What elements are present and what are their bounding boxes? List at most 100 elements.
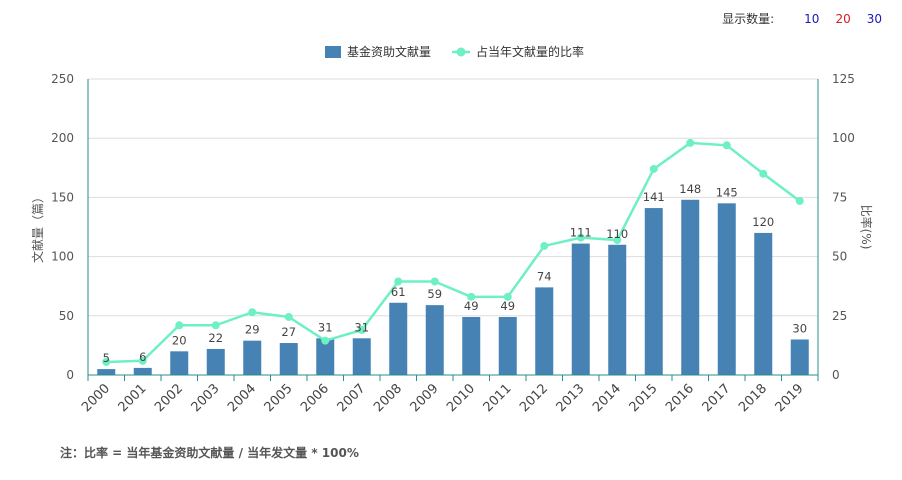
bar bbox=[133, 367, 152, 375]
display-count-controls: 显示数量: 10 20 30 bbox=[722, 10, 882, 27]
y2-tick-label: 125 bbox=[832, 72, 855, 86]
x-tick-label: 2019 bbox=[773, 381, 807, 415]
bar bbox=[389, 302, 408, 375]
bar-data-label: 145 bbox=[716, 185, 738, 199]
bar-data-label: 22 bbox=[208, 331, 223, 345]
ratio-point bbox=[138, 356, 147, 365]
legend-swatch-point bbox=[456, 47, 466, 57]
ratio-point bbox=[357, 326, 366, 335]
bar-data-label: 31 bbox=[318, 320, 333, 334]
bar-data-label: 111 bbox=[570, 226, 592, 240]
bar-data-label: 27 bbox=[281, 325, 296, 339]
y-tick-label: 0 bbox=[66, 368, 74, 382]
ratio-point bbox=[430, 277, 439, 286]
ratio-point bbox=[175, 321, 184, 330]
ratio-point bbox=[211, 321, 220, 330]
x-tick-label: 2008 bbox=[371, 381, 405, 415]
bar bbox=[498, 316, 517, 375]
ratio-point bbox=[576, 233, 585, 242]
x-tick-label: 2016 bbox=[663, 381, 697, 415]
ratio-point bbox=[321, 336, 330, 345]
y2-tick-label: 100 bbox=[832, 131, 855, 145]
bar bbox=[170, 351, 189, 375]
bar-data-label: 141 bbox=[643, 190, 665, 204]
y2-tick-label: 50 bbox=[832, 250, 847, 264]
x-tick-label: 2009 bbox=[408, 381, 442, 415]
display-count-label: 显示数量: bbox=[722, 12, 775, 26]
legend-swatch-bar bbox=[325, 46, 341, 58]
y-tick-label: 100 bbox=[51, 250, 74, 264]
bar-data-label: 148 bbox=[679, 182, 701, 196]
bar-data-label: 29 bbox=[245, 323, 260, 337]
bar bbox=[754, 232, 773, 375]
x-tick-label: 2005 bbox=[262, 381, 296, 415]
display-count-option-20[interactable]: 20 bbox=[835, 11, 851, 26]
x-tick-label: 2001 bbox=[116, 381, 150, 415]
bar-data-label: 30 bbox=[792, 321, 807, 335]
ratio-point bbox=[649, 164, 658, 173]
ratio-point bbox=[540, 241, 549, 250]
ratio-point bbox=[248, 308, 257, 317]
ratio-line bbox=[106, 141, 801, 364]
chart-legend: 基金资助文献量 占当年文献量的比率 bbox=[325, 44, 584, 59]
bar-data-label: 49 bbox=[464, 299, 479, 313]
legend-label-bar: 基金资助文献量 bbox=[347, 44, 431, 59]
bar bbox=[717, 203, 736, 375]
x-tick-label: 2004 bbox=[225, 381, 259, 415]
bar-series bbox=[97, 199, 809, 375]
y2-tick-label: 0 bbox=[832, 368, 840, 382]
bar-data-label: 59 bbox=[427, 287, 442, 301]
bar bbox=[316, 338, 335, 375]
ratio-point bbox=[503, 292, 512, 301]
x-tick-label: 2006 bbox=[298, 381, 332, 415]
x-tick-label: 2018 bbox=[736, 381, 770, 415]
bar-data-label: 6 bbox=[139, 350, 146, 364]
ratio-point bbox=[759, 169, 768, 178]
ratio-point bbox=[102, 357, 111, 366]
bar bbox=[206, 348, 225, 375]
bar-data-label: 49 bbox=[500, 299, 515, 313]
x-tick-label: 2013 bbox=[554, 381, 588, 415]
bar bbox=[790, 339, 809, 375]
x-tick-label: 2000 bbox=[79, 381, 113, 415]
footnote: 注：比率 = 当年基金资助文献量 / 当年发文量 * 100% bbox=[60, 446, 359, 460]
ratio-point bbox=[795, 196, 804, 205]
ratio-point bbox=[613, 236, 622, 245]
ratio-point bbox=[394, 277, 403, 286]
x-tick-label: 2010 bbox=[444, 381, 478, 415]
ratio-point bbox=[467, 292, 476, 301]
x-tick-label: 2017 bbox=[700, 381, 734, 415]
ratio-point bbox=[686, 138, 695, 147]
bar bbox=[535, 287, 554, 375]
bar bbox=[681, 199, 700, 375]
bar-data-label: 74 bbox=[537, 269, 552, 283]
display-count-option-10[interactable]: 10 bbox=[804, 11, 820, 26]
display-count-option-30[interactable]: 30 bbox=[866, 11, 882, 26]
combo-chart: 基金资助文献量 占当年文献量的比率 0 50 100 150 200 250 0 25 50 75 1… bbox=[30, 44, 874, 415]
x-tick-label: 2015 bbox=[627, 381, 661, 415]
bar bbox=[352, 338, 371, 375]
bar bbox=[243, 340, 262, 375]
line-series bbox=[102, 138, 804, 366]
y-tick-label: 50 bbox=[59, 309, 74, 323]
ratio-point bbox=[722, 141, 731, 150]
y2-tick-label: 75 bbox=[832, 190, 847, 204]
x-tick-label: 2014 bbox=[590, 381, 624, 415]
bar-data-label: 20 bbox=[172, 333, 187, 347]
bar bbox=[462, 316, 481, 375]
bar bbox=[644, 208, 663, 375]
ratio-point bbox=[284, 312, 293, 321]
x-tick-label: 2011 bbox=[481, 381, 515, 415]
bar bbox=[608, 244, 627, 375]
bar bbox=[571, 243, 590, 375]
bar-data-label: 5 bbox=[103, 351, 110, 365]
bar-data-label: 110 bbox=[606, 227, 628, 241]
bar bbox=[425, 305, 444, 375]
x-tick-label: 2007 bbox=[335, 381, 369, 415]
y2-axis-title: 比率(%) bbox=[859, 205, 874, 250]
y-tick-label: 150 bbox=[51, 190, 74, 204]
y-axis-title: 文献量（篇） bbox=[30, 191, 45, 263]
bar-data-label: 61 bbox=[391, 285, 406, 299]
bar-data-label: 31 bbox=[354, 320, 369, 334]
y-tick-label: 250 bbox=[51, 72, 74, 86]
